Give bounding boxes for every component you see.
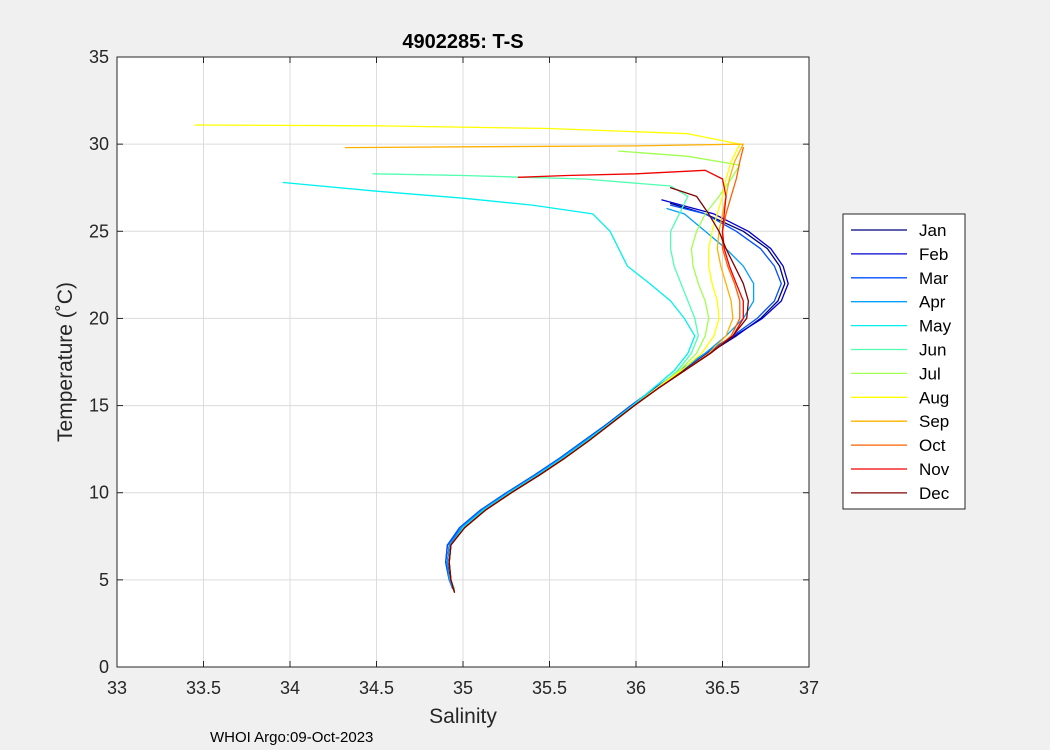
x-tick-label: 33.5 [186, 678, 221, 698]
legend-label-feb: Feb [919, 245, 948, 264]
x-tick-label: 35 [453, 678, 473, 698]
y-tick-label: 25 [89, 221, 109, 241]
legend-label-sep: Sep [919, 412, 949, 431]
y-tick-label: 30 [89, 134, 109, 154]
legend-label-mar: Mar [919, 269, 949, 288]
x-tick-label: 34.5 [359, 678, 394, 698]
legend-label-jan: Jan [919, 221, 946, 240]
legend-box [842, 213, 966, 510]
series-line-dec [448, 187, 750, 593]
series-layer [194, 124, 789, 593]
y-tick-label: 0 [99, 657, 109, 677]
legend-label-jun: Jun [919, 341, 946, 360]
legend-label-nov: Nov [919, 460, 950, 479]
y-tick-label: 10 [89, 483, 109, 503]
x-tick-label: 36 [626, 678, 646, 698]
x-axis-label: Salinity [429, 705, 497, 728]
x-tick-label: 36.5 [705, 678, 740, 698]
x-tick-label: 37 [799, 678, 819, 698]
y-axis-label: Temperature (˚C) [54, 282, 77, 442]
legend-entries: Jan Feb Mar Apr May Jun Jul Aug Sep Oct Nov Dec [851, 221, 952, 503]
legend-label-oct: Oct [919, 436, 946, 455]
legend-label-apr: Apr [919, 293, 946, 312]
legend: Jan Feb Mar Apr May Jun Jul Aug Sep Oct Nov Dec [842, 213, 966, 510]
y-tick-label: 35 [89, 47, 109, 67]
legend-label-jul: Jul [919, 364, 941, 383]
legend-label-may: May [919, 317, 952, 336]
grid [117, 57, 809, 667]
y-tick-label: 5 [99, 570, 109, 590]
chart-title: 4902285: T-S [402, 31, 523, 53]
y-tick-label: 20 [89, 308, 109, 328]
x-tick-label: 35.5 [532, 678, 567, 698]
footer-text: WHOI Argo:09-Oct-2023 [210, 729, 373, 746]
x-tick-label: 34 [280, 678, 300, 698]
legend-label-aug: Aug [919, 388, 949, 407]
ticks: 33 33.5 34 34.5 35 35.5 36 36.5 37 0 5 10 15 20 25 30 35 [89, 47, 819, 698]
y-tick-label: 15 [89, 396, 109, 416]
legend-label-dec: Dec [919, 484, 950, 503]
series-line-may [282, 181, 696, 590]
x-tick-label: 33 [107, 678, 127, 698]
